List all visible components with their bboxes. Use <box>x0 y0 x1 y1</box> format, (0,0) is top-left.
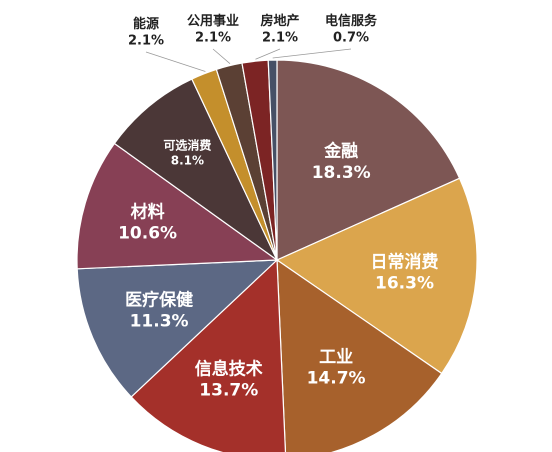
leader-line <box>255 48 281 60</box>
slice-value-label: 14.7% <box>307 369 366 389</box>
slice-category-label: 能源 <box>133 16 159 32</box>
slice-category-label: 工业 <box>319 348 353 368</box>
pie-slice <box>276 258 443 452</box>
slice-category-label: 电信服务 <box>325 13 378 29</box>
leader-line <box>212 48 231 65</box>
slice-value-label: 0.7% <box>333 30 369 45</box>
slice-value-label: 16.3% <box>375 274 434 294</box>
slice-category-label: 信息技术 <box>195 358 263 379</box>
slice-value-label: 2.1% <box>262 30 298 45</box>
pie-slices <box>76 59 478 452</box>
slice-category-label: 金融 <box>323 141 358 162</box>
slice-category-label: 可选消费 <box>163 137 211 152</box>
pie-slice <box>76 259 279 398</box>
pie-slice <box>113 78 279 262</box>
leader-lines <box>145 48 352 72</box>
pie-slice <box>130 258 287 452</box>
pie-slice <box>76 142 279 270</box>
slice-value-label: 18.3% <box>312 163 371 183</box>
pie-slice <box>267 59 278 261</box>
leader-line <box>145 51 206 72</box>
pie-slice <box>276 59 461 261</box>
slice-value-label: 2.1% <box>128 33 164 48</box>
slice-value-label: 8.1% <box>171 153 204 167</box>
slice-value-label: 10.6% <box>118 224 177 244</box>
slice-value-label: 13.7% <box>199 381 258 401</box>
slice-value-label: 11.3% <box>130 312 189 332</box>
leader-line <box>272 48 352 59</box>
pie-slice <box>275 177 478 375</box>
slice-category-label: 房地产 <box>260 13 299 29</box>
slice-category-label: 公用事业 <box>187 13 239 29</box>
slice-category-label: 材料 <box>131 201 165 222</box>
slice-category-label: 医疗保健 <box>125 290 193 311</box>
slice-category-label: 日常消费 <box>371 251 439 272</box>
slice-value-label: 2.1% <box>195 30 231 45</box>
